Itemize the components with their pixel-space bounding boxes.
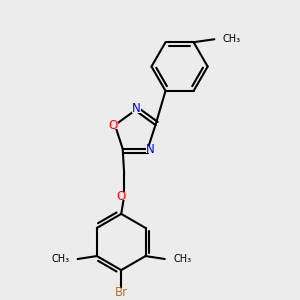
Text: CH₃: CH₃ (223, 34, 241, 44)
Bar (132, 105, 140, 112)
Bar (109, 121, 118, 129)
Bar (115, 288, 128, 296)
Text: Br: Br (115, 286, 128, 299)
Text: O: O (117, 190, 126, 203)
Text: CH₃: CH₃ (51, 254, 69, 264)
Bar (146, 146, 154, 153)
Text: N: N (146, 143, 154, 156)
Bar (116, 192, 126, 200)
Text: N: N (132, 102, 140, 115)
Text: CH₃: CH₃ (173, 254, 191, 264)
Text: O: O (109, 118, 118, 131)
